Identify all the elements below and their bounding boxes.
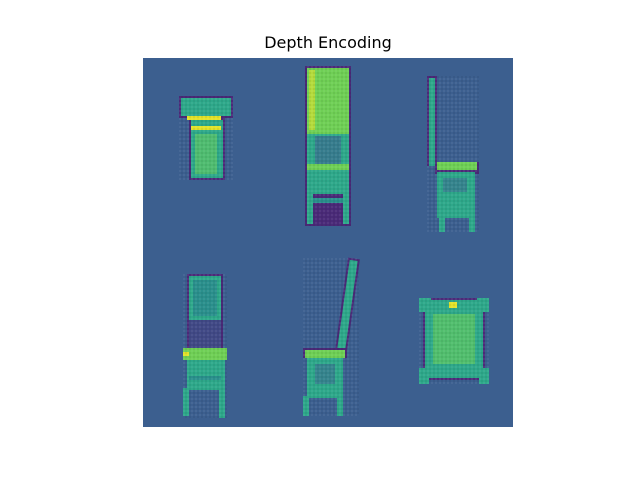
chair-side-view-right bbox=[427, 76, 479, 232]
chair-front-view bbox=[179, 96, 233, 180]
chair-three-quarter-view bbox=[183, 274, 227, 418]
depth-encoding-image bbox=[143, 58, 513, 427]
depth-image-panel bbox=[143, 58, 513, 427]
chair-tall-back-front-view bbox=[305, 66, 351, 226]
chair-side-view-left bbox=[303, 257, 360, 416]
figure-title: Depth Encoding bbox=[264, 33, 392, 52]
chair-top-down-view bbox=[419, 298, 489, 384]
